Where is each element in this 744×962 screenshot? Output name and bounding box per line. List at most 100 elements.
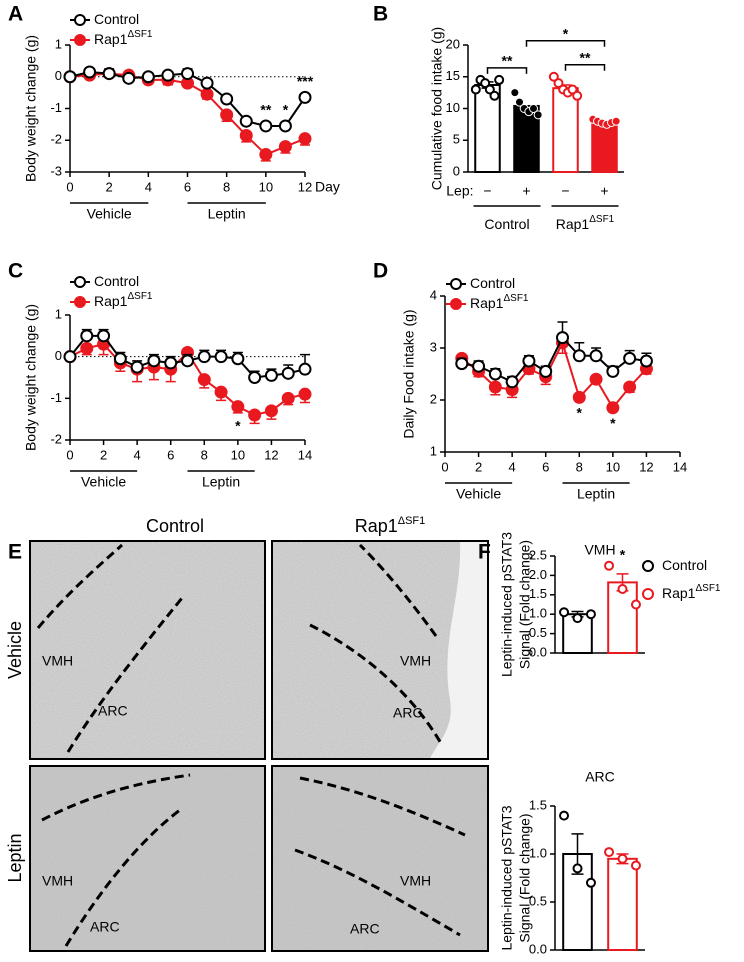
legend-label-text: Control [94,273,139,289]
data-point [559,607,570,618]
group-label-text: Control [484,216,529,232]
x-tick-label: 12 [264,447,278,462]
data-point [264,404,278,418]
y-tick-label: 0.5 [529,625,547,640]
data-point [113,352,127,366]
legend-label: Rap1ΔSF1 [94,29,153,47]
significance-bracket [486,67,528,74]
row-heading: Leptin [5,833,25,882]
row-heading: Vehicle [5,621,25,679]
y-tick-label: 0.0 [529,941,547,956]
legend-label: Rap1ΔSF1 [470,293,529,311]
micrograph: VMH ARC [271,765,489,952]
data-point [298,362,312,376]
data-point [510,88,520,98]
data-point [231,352,245,366]
legend-label: Control [94,273,139,289]
data-point [585,877,596,888]
bar [607,857,638,951]
legend-marker [642,560,654,572]
y-axis-label: Signal (Fold change) [517,813,533,942]
y-tick-label: 10 [446,100,460,115]
x-tick-label: 10 [231,447,245,462]
data-point [259,119,273,133]
legend-label-text: Rap1 [470,295,504,311]
y-tick-label: 15 [446,68,460,83]
legend-label: Control [662,557,707,573]
data-point [164,356,178,370]
group-label: Vehicle [456,486,501,502]
data-point [181,67,194,81]
x-tick-label: 2 [106,179,113,194]
data-point [539,364,553,378]
y-tick-label: 1.5 [529,586,547,601]
data-point [572,863,583,874]
y-tick-label: 4 [430,287,437,302]
data-point [572,90,583,101]
heading-superscript: ΔSF1 [398,515,426,527]
y-tick-label: 1.5 [529,797,547,812]
significance-label: ** [502,53,513,69]
chart-title: VMH [584,542,615,558]
group-label: Leptin [202,474,240,490]
legend-label: Rap1ΔSF1 [662,583,721,601]
x-tick-label: 14 [298,447,312,462]
x-tick-label: 8 [576,459,583,474]
y-axis-label: Leptin-induced pSTAT3 [499,805,515,950]
data-point [220,92,234,106]
significance-label: ** [580,49,591,65]
data-point [606,364,620,378]
data-point [181,354,194,368]
data-point [281,366,295,380]
data-point [197,373,211,387]
data-point [298,90,312,104]
data-point [514,97,524,107]
y-axis-label: Cumulative food intake (g) [429,27,445,190]
data-point [559,810,570,821]
data-point [141,70,155,84]
data-point [606,401,620,415]
region-label: VMH [42,653,73,669]
x-tick-label: 4 [145,179,152,194]
data-point [80,341,94,355]
data-point [589,372,603,386]
panel-letter: F [478,541,491,564]
x-tick-label: 4 [509,459,516,474]
x-tick-label: 6 [542,459,549,474]
data-point [161,68,175,82]
y-axis-label: Signal (Fold change) [517,540,533,669]
data-point [472,359,486,373]
data-point [298,132,312,146]
legend-label-text: Rap1 [94,31,128,47]
significance-label: * [283,101,289,117]
legend-marker [74,34,86,46]
data-point [220,108,234,122]
region-label: ARC [350,921,380,937]
data-point [617,853,628,864]
legend-label-superscript: ΔSF1 [695,583,720,594]
data-point [529,104,539,113]
column-heading: Control [146,516,204,536]
data-point [572,390,586,404]
data-point [480,78,491,89]
data-point [589,349,603,363]
significance-label: * [235,418,241,434]
category-prefix: Lep: [446,183,473,199]
y-tick-label: -1 [50,100,62,115]
x-tick-label: 10 [606,459,620,474]
y-tick-label: 2.5 [529,547,547,562]
data-point [572,349,586,363]
bar [513,104,540,173]
chart-title: ARC [585,769,615,785]
legend-marker [74,14,86,26]
region-label: ARC [98,703,128,719]
data-point [604,560,615,571]
data-point [80,329,94,343]
panel-letter: E [8,541,22,564]
x-tick-label: 8 [201,447,208,462]
micrograph: VMH ARC [29,540,266,760]
panel-letter: A [8,3,23,26]
data-point [630,599,641,610]
y-tick-label: 2.0 [529,567,547,582]
y-tick-label: 2 [430,391,437,406]
